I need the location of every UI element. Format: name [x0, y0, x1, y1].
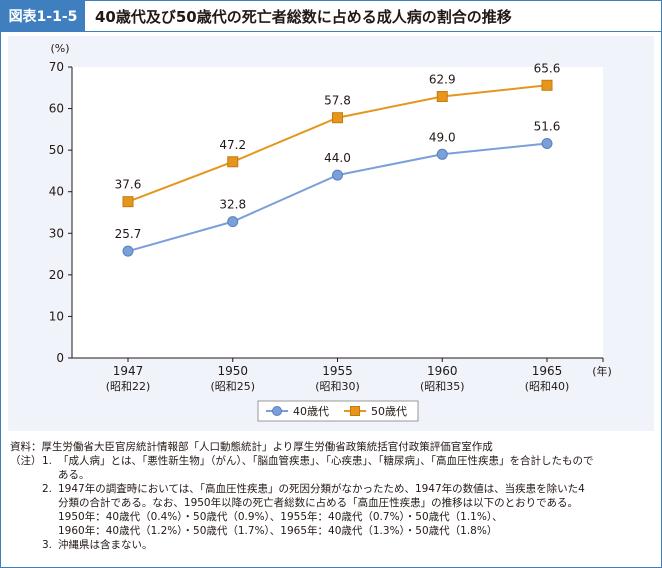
data-point	[227, 216, 239, 228]
y-tick-label: 30	[49, 226, 64, 240]
y-tick-label: 0	[56, 351, 64, 365]
note-number: 3.	[42, 539, 53, 551]
data-point	[436, 91, 448, 103]
data-point	[541, 137, 553, 149]
x-tick-sublabel: (昭和35)	[420, 380, 465, 393]
data-label: 62.9	[429, 73, 456, 87]
x-tick-label: 1960	[427, 364, 458, 378]
note-line: 1960年：40歳代（1.2%）・50歳代（1.7%）、1965年：40歳代（1…	[58, 525, 498, 537]
source-head: 資料：	[10, 441, 42, 453]
source-text: 厚生労働省大臣官房統計情報部「人口動態統計」より厚生労働省政策統括官付政策評価官…	[41, 441, 493, 453]
data-label: 25.7	[115, 227, 142, 241]
legend-label: 40歳代	[293, 405, 329, 418]
x-tick-sublabel: (昭和22)	[106, 380, 151, 393]
x-tick-label: 1950	[217, 364, 248, 378]
plot-area	[72, 67, 603, 358]
notes-section: 資料： 厚生労働省大臣官房統計情報部「人口動態統計」より厚生労働省政策統括官付政…	[10, 440, 655, 552]
y-tick-label: 60	[49, 102, 64, 116]
data-label: 57.8	[324, 94, 351, 108]
y-tick-label: 50	[49, 143, 64, 157]
y-tick-label: 10	[49, 309, 64, 323]
line-chart: 0 10 20 30 40 50 60 70 (%) 1947 (昭和22) 1950 (昭和25) 19…	[49, 42, 612, 422]
y-tick-label: 20	[49, 268, 64, 282]
data-point	[122, 245, 134, 257]
note-item-2: 2. 1947年の調査時においては、「高血圧性疾患」の死因分類がなかったため、1…	[10, 482, 655, 538]
data-point	[227, 156, 239, 168]
figure-titlebar: 図表1-1-5 40歳代及び50歳代の死亡者総数に占める成人病の割合の推移	[1, 1, 661, 32]
y-axis-unit: (%)	[50, 42, 69, 55]
note-item-1: （注） 1. 「成人病」とは、「悪性新生物」（がん）、「脳血管疾患」、「心疾患」…	[10, 454, 655, 482]
x-tick-label: 1965	[532, 364, 563, 378]
data-point	[332, 169, 343, 181]
figure-label: 図表1-1-5	[1, 1, 85, 31]
legend-label: 50歳代	[371, 405, 407, 418]
x-tick-sublabel: (昭和25)	[210, 380, 255, 393]
x-tick-label: 1955	[322, 364, 353, 378]
figure-title: 40歳代及び50歳代の死亡者総数に占める成人病の割合の推移	[95, 7, 512, 26]
note-head: （注）	[10, 455, 42, 467]
source-note: 資料： 厚生労働省大臣官房統計情報部「人口動態統計」より厚生労働省政策統括官付政…	[10, 440, 655, 454]
note-line: 1947年の調査時においては、「高血圧性疾患」の死因分類がなかったため、1947…	[58, 483, 585, 495]
y-tick-label: 40	[49, 185, 64, 199]
note-text: 1947年の調査時においては、「高血圧性疾患」の死因分類がなかったため、1947…	[58, 482, 655, 538]
data-label: 32.8	[219, 198, 246, 212]
note-text: 沖縄県は含まない。	[58, 538, 655, 552]
note-line: 沖縄県は含まない。	[58, 539, 153, 551]
note-number: 2.	[42, 483, 53, 495]
legend-marker	[272, 406, 282, 416]
note-item-3: 3. 沖縄県は含まない。	[10, 538, 655, 552]
data-label: 51.6	[534, 119, 561, 133]
x-tick-sublabel: (昭和30)	[315, 380, 360, 393]
data-point	[332, 112, 343, 124]
note-line: 分類の合計である。なお、1950年以降の死亡者総数に占める「高血圧性疾患」の推移…	[58, 497, 579, 509]
data-point	[541, 79, 553, 91]
x-tick-sublabel: (昭和40)	[525, 380, 570, 393]
data-label: 37.6	[115, 178, 142, 192]
note-line: ある。	[58, 469, 90, 481]
data-label: 49.0	[429, 130, 456, 144]
note-line: 「成人病」とは、「悪性新生物」（がん）、「脳血管疾患」、「心疾患」、「糖尿病」、…	[58, 455, 594, 467]
note-number: 1.	[42, 455, 53, 467]
data-label: 65.6	[534, 61, 561, 75]
note-line: 1950年：40歳代（0.4%）・50歳代（0.9%）、1955年：40歳代（0…	[58, 511, 503, 523]
data-label: 47.2	[219, 138, 246, 152]
legend-box	[257, 400, 419, 422]
y-tick-label: 70	[49, 60, 64, 74]
note-text: 「成人病」とは、「悪性新生物」（がん）、「脳血管疾患」、「心疾患」、「糖尿病」、…	[58, 454, 655, 482]
x-axis-unit: (年)	[592, 364, 612, 378]
data-point	[122, 196, 134, 208]
data-point	[436, 148, 448, 160]
legend-marker	[350, 406, 360, 416]
x-tick-label: 1947	[113, 364, 144, 378]
data-label: 44.0	[324, 151, 351, 165]
